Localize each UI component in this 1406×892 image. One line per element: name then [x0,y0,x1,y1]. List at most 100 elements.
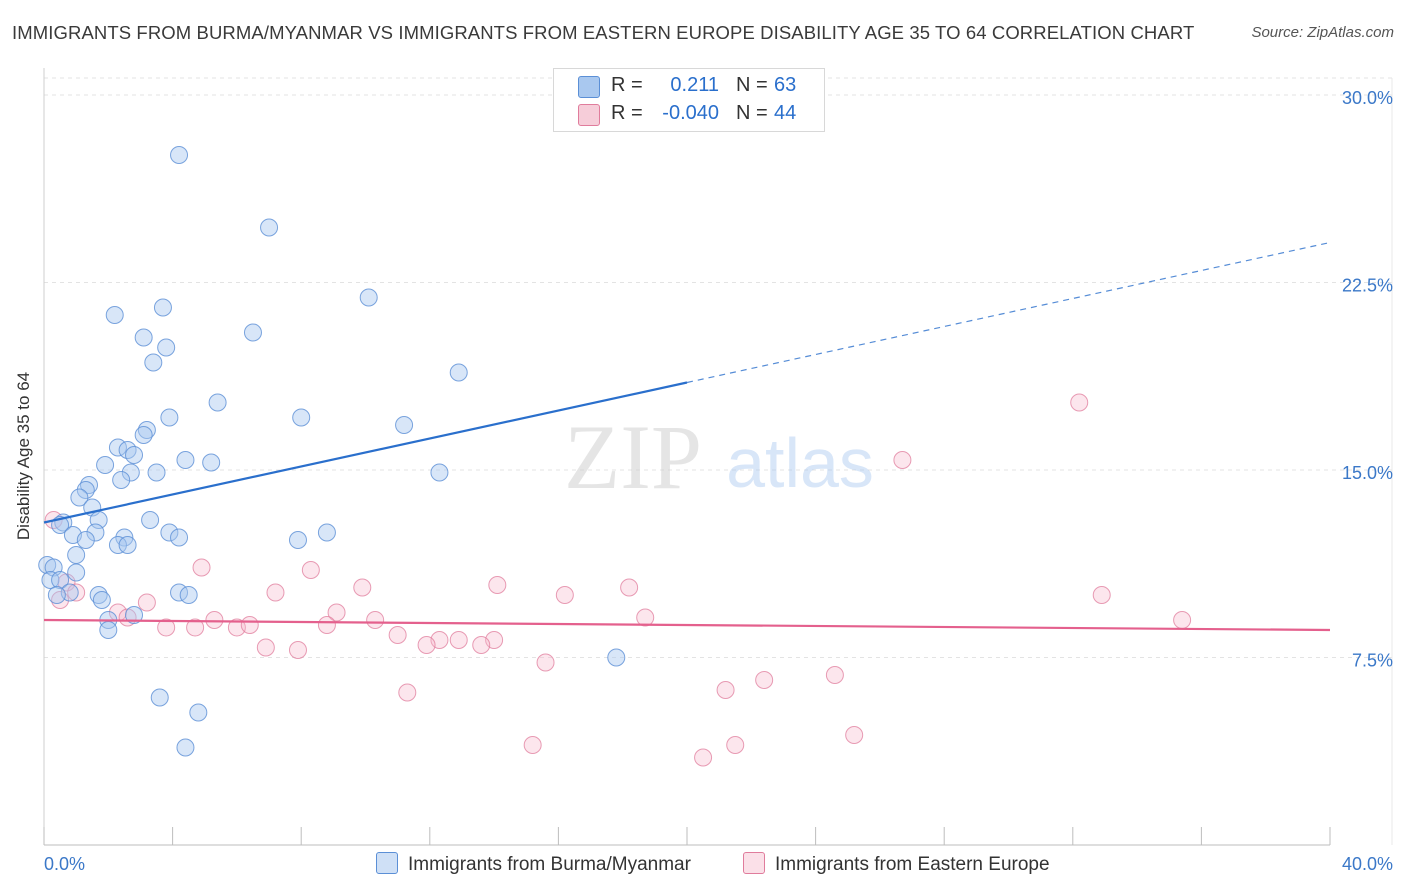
data-point-eastern-europe [157,618,176,637]
data-point-eastern-europe [1092,586,1111,604]
bottom-legend-swatch-pink [743,852,765,874]
data-point-eastern-europe [353,578,372,597]
data-point-eastern-europe [716,681,735,699]
data-point-burma [76,531,95,549]
bottom-legend-swatch-blue [376,852,398,874]
data-point-burma [125,606,144,624]
data-point-eastern-europe [398,683,417,702]
data-point-eastern-europe [417,636,436,654]
chart-title: IMMIGRANTS FROM BURMA/MYANMAR VS IMMIGRA… [12,22,1195,43]
trend-lines [43,241,1331,632]
data-point-eastern-europe [523,736,542,754]
data-point-burma [108,536,127,554]
data-point-burma [317,523,336,542]
data-point-burma [76,481,95,499]
data-point-burma [118,536,137,554]
correlation-legend: R = 0.211 N = 63 R = -0.040 N = 44 [553,68,825,132]
bottom-legend-label-burma: Immigrants from Burma/Myanmar [408,854,691,875]
series-eastern-europe-points [44,393,1192,767]
data-point-burma [112,471,131,489]
data-point-eastern-europe [266,583,285,602]
data-point-burma [170,146,189,164]
data-point-eastern-europe [192,558,211,577]
data-point-eastern-europe [893,451,912,469]
data-point-burma [176,738,195,757]
data-point-eastern-europe [317,616,336,634]
data-point-eastern-europe [636,608,655,627]
data-point-burma [150,688,169,707]
data-point-eastern-europe [845,726,864,744]
data-point-eastern-europe [726,736,745,754]
data-point-burma [153,298,172,317]
data-point-burma [99,621,118,639]
watermark-atlas: atlas [726,424,874,502]
legend-n-value: 63 [774,74,797,96]
data-point-burma [134,328,153,347]
data-point-eastern-europe [825,666,844,684]
trend-line-eastern-europe [43,618,1331,632]
data-point-burma [67,546,86,564]
data-point-burma [202,453,221,472]
legend-swatch-blue [578,76,600,98]
data-point-burma [144,353,163,372]
data-point-burma [96,456,115,474]
y-tick-label: 7.5% [1352,651,1393,671]
data-point-eastern-europe [301,561,320,579]
gridlines [44,77,1392,658]
data-point-burma [243,323,262,342]
y-tick-label: 22.5% [1342,276,1393,296]
watermark-zip: ZIP [564,406,702,508]
data-point-burma [170,528,189,547]
data-point-eastern-europe [256,638,275,657]
data-point-burma [179,586,198,604]
data-point-eastern-europe [449,631,468,649]
trend-line-burma [43,381,688,524]
data-point-burma [141,511,160,529]
data-point-eastern-europe [366,611,385,629]
data-point-burma [105,306,124,324]
legend-n-label: N = [736,74,768,96]
data-point-burma [134,426,153,444]
data-point-burma [147,463,166,482]
data-point-burma [121,463,140,482]
legend-n-value: 44 [774,102,797,124]
data-point-burma [359,288,378,307]
data-point-eastern-europe [555,586,574,604]
source-credit: Source: ZipAtlas.com [1251,24,1394,41]
data-point-eastern-europe [620,578,639,597]
data-point-eastern-europe [205,611,224,629]
legend-swatch-pink [578,104,600,126]
data-point-eastern-europe [186,618,205,637]
data-point-eastern-europe [1173,611,1192,629]
legend-r-label: R = [611,102,643,124]
data-point-burma [160,408,179,427]
data-point-eastern-europe [51,591,70,609]
data-point-eastern-europe [67,583,86,602]
data-point-burma [157,338,176,357]
y-axis-label: Disability Age 35 to 64 [14,371,33,541]
legend-r-value: -0.040 [662,102,719,124]
data-point-eastern-europe [388,626,407,644]
data-point-burma [449,363,468,382]
data-point-burma [80,476,99,494]
data-point-burma [176,451,195,469]
data-point-burma [47,586,66,604]
data-point-burma [260,218,279,237]
data-point-burma [89,586,108,604]
tick-labels: 7.5% 15.0% 22.5% 30.0% 0.0% 40.0% [44,88,1393,874]
data-point-burma [288,531,307,549]
data-point-eastern-europe [288,641,307,659]
legend-r-label: R = [611,74,643,96]
x-tick-label: 40.0% [1342,854,1393,874]
data-point-burma [607,648,626,667]
data-point-burma [125,446,144,464]
data-point-burma [92,591,111,609]
legend-r-value: 0.211 [670,74,719,96]
data-point-burma [208,393,227,412]
data-point-burma [160,523,179,542]
axes [43,68,1393,846]
data-point-eastern-europe [1070,393,1089,412]
data-point-burma [51,571,70,589]
legend-n-label: N = [736,102,768,124]
